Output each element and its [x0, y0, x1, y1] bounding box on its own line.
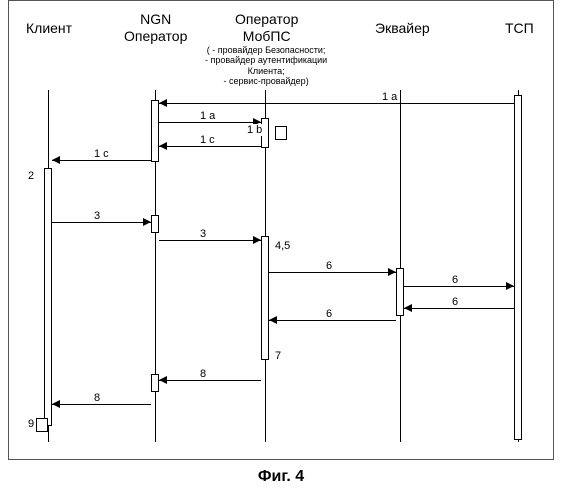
- message-arrowhead-10: [506, 282, 514, 290]
- message-label-9: 6: [324, 260, 334, 272]
- message-line-7: [159, 240, 261, 241]
- message-line-9: [269, 272, 396, 273]
- activation-client-4: [44, 168, 52, 426]
- message-label-13: 7: [273, 350, 283, 362]
- message-label-2: 1 b: [245, 124, 264, 136]
- activation-client-9: [36, 418, 48, 432]
- message-arrowhead-6: [143, 218, 151, 226]
- message-line-11: [404, 308, 514, 309]
- activation-mobps-3: [275, 126, 287, 140]
- message-line-14: [159, 380, 261, 381]
- message-label-7: 3: [198, 228, 208, 240]
- activation-ngn-5: [151, 215, 159, 233]
- message-arrowhead-14: [159, 376, 167, 384]
- figure-caption: Фиг. 4: [0, 468, 562, 486]
- activation-ngn-8: [151, 374, 159, 392]
- message-line-15: [52, 404, 151, 405]
- participant-label-ngn: NGN Оператор: [124, 11, 187, 45]
- message-arrowhead-15: [52, 400, 60, 408]
- activation-tsp-0: [514, 95, 522, 440]
- message-label-14: 8: [198, 368, 208, 380]
- message-line-10: [404, 286, 514, 287]
- message-arrowhead-9: [388, 268, 396, 276]
- message-label-6: 3: [92, 210, 102, 222]
- message-line-4: [52, 160, 151, 161]
- message-arrowhead-0: [159, 99, 167, 107]
- message-label-5: 2: [26, 170, 36, 182]
- activation-mobps-6: [261, 236, 269, 360]
- message-arrowhead-11: [404, 304, 412, 312]
- message-line-12: [269, 320, 396, 321]
- participant-sublabel-mobps: ( - провайдер Безопасности; - провайдер …: [205, 45, 327, 86]
- message-line-1: [159, 122, 261, 123]
- message-line-0: [159, 103, 514, 104]
- activation-acq-7: [396, 268, 404, 316]
- message-label-10: 6: [450, 274, 460, 286]
- message-arrowhead-7: [253, 236, 261, 244]
- message-label-11: 6: [450, 296, 460, 308]
- message-arrowhead-3: [159, 142, 167, 150]
- message-label-8: 4,5: [273, 240, 292, 252]
- activation-ngn-1: [151, 100, 159, 162]
- message-line-3: [159, 146, 261, 147]
- message-label-1: 1 a: [198, 110, 217, 122]
- message-label-16: 9: [26, 418, 36, 430]
- message-line-6: [52, 222, 151, 223]
- message-arrowhead-4: [52, 156, 60, 164]
- lifeline-acq: [400, 90, 401, 442]
- participant-label-client: Клиент: [26, 20, 72, 37]
- message-label-4: 1 c: [92, 148, 111, 160]
- message-label-0: 1 a: [380, 91, 399, 103]
- message-label-12: 6: [324, 308, 334, 320]
- message-label-15: 8: [92, 392, 102, 404]
- sequence-diagram: Клиент NGN Оператор Оператор МобПС( - пров…: [0, 0, 562, 500]
- participant-label-acq: Эквайер: [375, 20, 430, 37]
- message-label-3: 1 c: [198, 134, 217, 146]
- participant-label-tsp: ТСП: [505, 20, 534, 37]
- message-arrowhead-12: [269, 316, 277, 324]
- participant-label-mobps: Оператор МобПС: [235, 11, 298, 45]
